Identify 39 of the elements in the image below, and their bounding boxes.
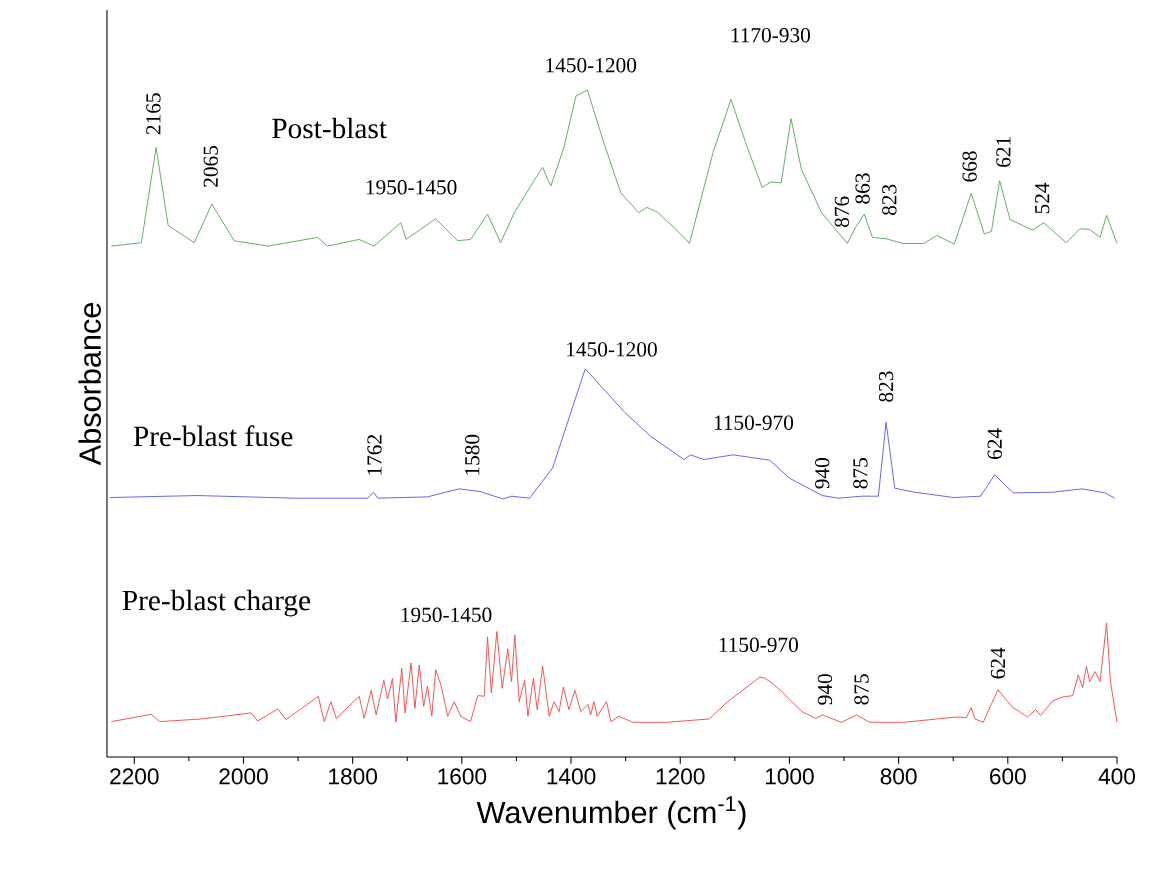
series-label: Pre-blast fuse [133,425,293,447]
text: Pre-blast charge [122,589,311,617]
x-tick-label: 800 [880,768,917,785]
annotation: 875 [853,458,868,489]
annotation: 1150-970 [719,637,798,653]
annotation: 524 [1035,182,1050,214]
annotation: 875 [854,674,869,705]
annotation: 1950-1450 [366,180,457,195]
annotation: 940 [817,674,833,705]
annotation: 1450-1200 [567,342,657,357]
annotation: 624 [987,428,1002,459]
annotation: 863 [855,173,870,204]
annotation: 1580 [465,434,480,475]
annotation: 823 [878,371,894,402]
annotation: 621 [996,137,1011,167]
x-tick-label: 1400 [547,768,596,785]
y-axis-title: Absorbance [78,303,101,466]
annotation: 624 [990,647,1006,679]
text: 1450-1200 [546,58,637,73]
annotation: 1762 [367,435,382,475]
text: Post-blast [272,117,387,139]
x-tick-label: 400 [1098,768,1136,785]
x-tick-label: 2200 [110,768,159,785]
x-tick-label: 1800 [329,768,377,785]
annotation: 940 [814,458,830,489]
x-tick-label: 1200 [656,768,705,785]
annotation: 2165 [146,93,161,135]
annotation: 876 [834,196,850,227]
annotation: 1150-970 [714,415,794,430]
annotation: 823 [882,184,897,215]
annotation: 2065 [203,145,218,187]
text: 1170-930 [731,28,810,43]
x-tick-label: 1600 [438,768,487,785]
x-tick-label: 2000 [219,768,268,785]
x-tick-label: 600 [990,768,1026,785]
annotation: 668 [962,151,977,182]
annotation: 1950-1450 [401,607,492,622]
x-tick-label: 1000 [765,768,814,785]
x-axis-title: Wavenumber (cm$^{-1}$) [476,796,746,830]
